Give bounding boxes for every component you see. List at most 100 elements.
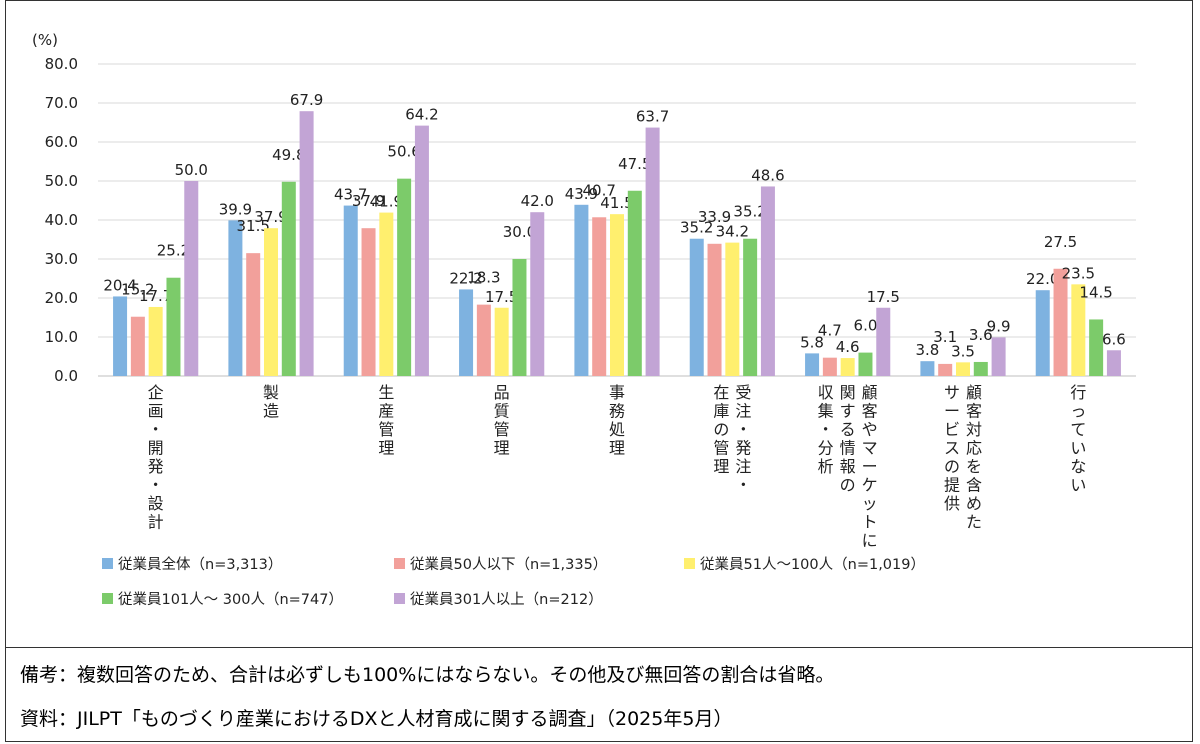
y-tick-label: 80.0 (45, 55, 78, 73)
data-label: 40.7 (582, 181, 615, 199)
category-label-char: 供 (944, 494, 960, 513)
bar (858, 352, 873, 376)
data-label: 3.8 (915, 341, 939, 359)
category-label-char: 注 (735, 457, 751, 476)
bar (822, 357, 837, 376)
data-label: 3.5 (951, 342, 975, 360)
data-label: 48.6 (751, 166, 784, 184)
bar-chart: (%) 0.0 10.0 20.0 30.0 40.0 50.0 60.0 70.0 80.0 20… (32, 31, 1136, 608)
data-label: 18.3 (467, 269, 500, 287)
category-label-char: や (862, 420, 878, 439)
legend-swatch (102, 593, 113, 604)
category-label-char: 管 (713, 439, 729, 458)
data-label: 43.7 (334, 186, 367, 204)
data-label: 4.7 (818, 322, 842, 340)
data-label: 5.8 (800, 333, 824, 351)
y-tick-label: 20.0 (45, 289, 78, 307)
y-tick-label: 70.0 (45, 94, 78, 112)
legend-label: 従業員301人以上（n=212） (410, 591, 603, 608)
category-label-char: て (1070, 420, 1086, 439)
category-label-char: 集 (818, 402, 834, 421)
category-label-char: 行 (1070, 383, 1086, 402)
category-label-char: 対 (966, 420, 982, 439)
data-label: 64.2 (405, 106, 438, 124)
data-label: 27.5 (1044, 233, 1077, 251)
data-label: 22.2 (449, 269, 482, 287)
data-label: 41.9 (370, 193, 403, 211)
source-note: 資料：JILPT「ものづくり産業におけるDXと人材育成に関する調査」（2025年… (20, 708, 733, 730)
bar (610, 214, 624, 376)
category-label-char: 理 (713, 457, 729, 476)
category-label-char: 処 (609, 420, 625, 439)
data-label: 47.5 (618, 155, 651, 173)
bar (166, 277, 181, 376)
remark-note: 備考：複数回答のため、合計は必ずしも100%にはならない。その他及び無回答の割合… (20, 664, 835, 686)
legend-swatch (684, 558, 695, 569)
data-label: 67.9 (290, 91, 323, 109)
category-label-char: 応 (966, 439, 982, 458)
category-label-char: 開 (148, 439, 164, 458)
data-label: 22.0 (1026, 270, 1059, 288)
bar (130, 316, 145, 376)
data-label: 20.4 (103, 276, 136, 294)
category-label-char: 造 (263, 402, 279, 421)
data-label: 42.0 (521, 192, 554, 210)
data-label: 9.9 (987, 317, 1011, 335)
category-label-char: 含 (966, 476, 982, 495)
bar (574, 204, 589, 376)
category-label-char: 客 (862, 402, 878, 421)
bar (148, 306, 163, 376)
bar (343, 205, 358, 376)
category-label-char: 理 (494, 439, 510, 458)
y-tick-label: 30.0 (45, 250, 78, 268)
bar (1071, 284, 1086, 376)
y-tick-label: 10.0 (45, 328, 78, 346)
bar (361, 228, 376, 376)
category-label-char: 管 (494, 420, 510, 439)
data-label: 3.6 (969, 326, 993, 344)
legend-swatch (394, 558, 405, 569)
data-label: 43.9 (565, 185, 598, 203)
data-label: 14.5 (1079, 283, 1112, 301)
category-label-char: 顧 (966, 383, 982, 402)
y-tick-label: 0.0 (54, 367, 78, 385)
bar (1106, 350, 1121, 376)
bar (876, 307, 891, 376)
data-label: 3.1 (933, 328, 957, 346)
data-label: 15.2 (121, 281, 154, 299)
data-label: 6.6 (1102, 330, 1126, 348)
bar (1089, 319, 1104, 376)
category-label-char: ・ (735, 476, 751, 495)
category-label-char: 計 (148, 513, 164, 532)
legend-label: 従業員51人～100人（n=1,019） (700, 556, 925, 573)
category-label-char: 報 (840, 457, 856, 476)
category-label-char: 理 (609, 439, 625, 458)
category-label-char: を (966, 457, 982, 476)
category-label-char: ・ (148, 420, 164, 439)
bar (1035, 290, 1050, 376)
data-label: 31.5 (236, 217, 269, 235)
category-label-char: 生 (378, 383, 394, 402)
category-label-char: 設 (148, 494, 164, 513)
category-label-char: に (862, 531, 878, 550)
category-label-char: ・ (818, 420, 834, 439)
legend-swatch (102, 558, 113, 569)
bar (743, 238, 758, 376)
category-label-char: な (1070, 457, 1086, 476)
category-label-char: ー (944, 402, 960, 421)
y-tick-label: 60.0 (45, 133, 78, 151)
bar (530, 212, 545, 376)
data-label: 30.0 (503, 223, 536, 241)
data-label: 6.0 (854, 317, 878, 335)
bar (973, 361, 988, 376)
bar (1053, 268, 1068, 376)
category-label-char: 収 (818, 383, 834, 402)
category-label-char: マ (862, 439, 878, 458)
category-label-char: 品 (494, 383, 510, 402)
category-label-char: ッ (862, 494, 878, 513)
bar (459, 289, 474, 376)
category-label-char: 受 (735, 383, 751, 402)
category-label-char: 質 (494, 402, 510, 421)
category-label-char: 企 (148, 383, 164, 402)
bar (512, 259, 527, 376)
